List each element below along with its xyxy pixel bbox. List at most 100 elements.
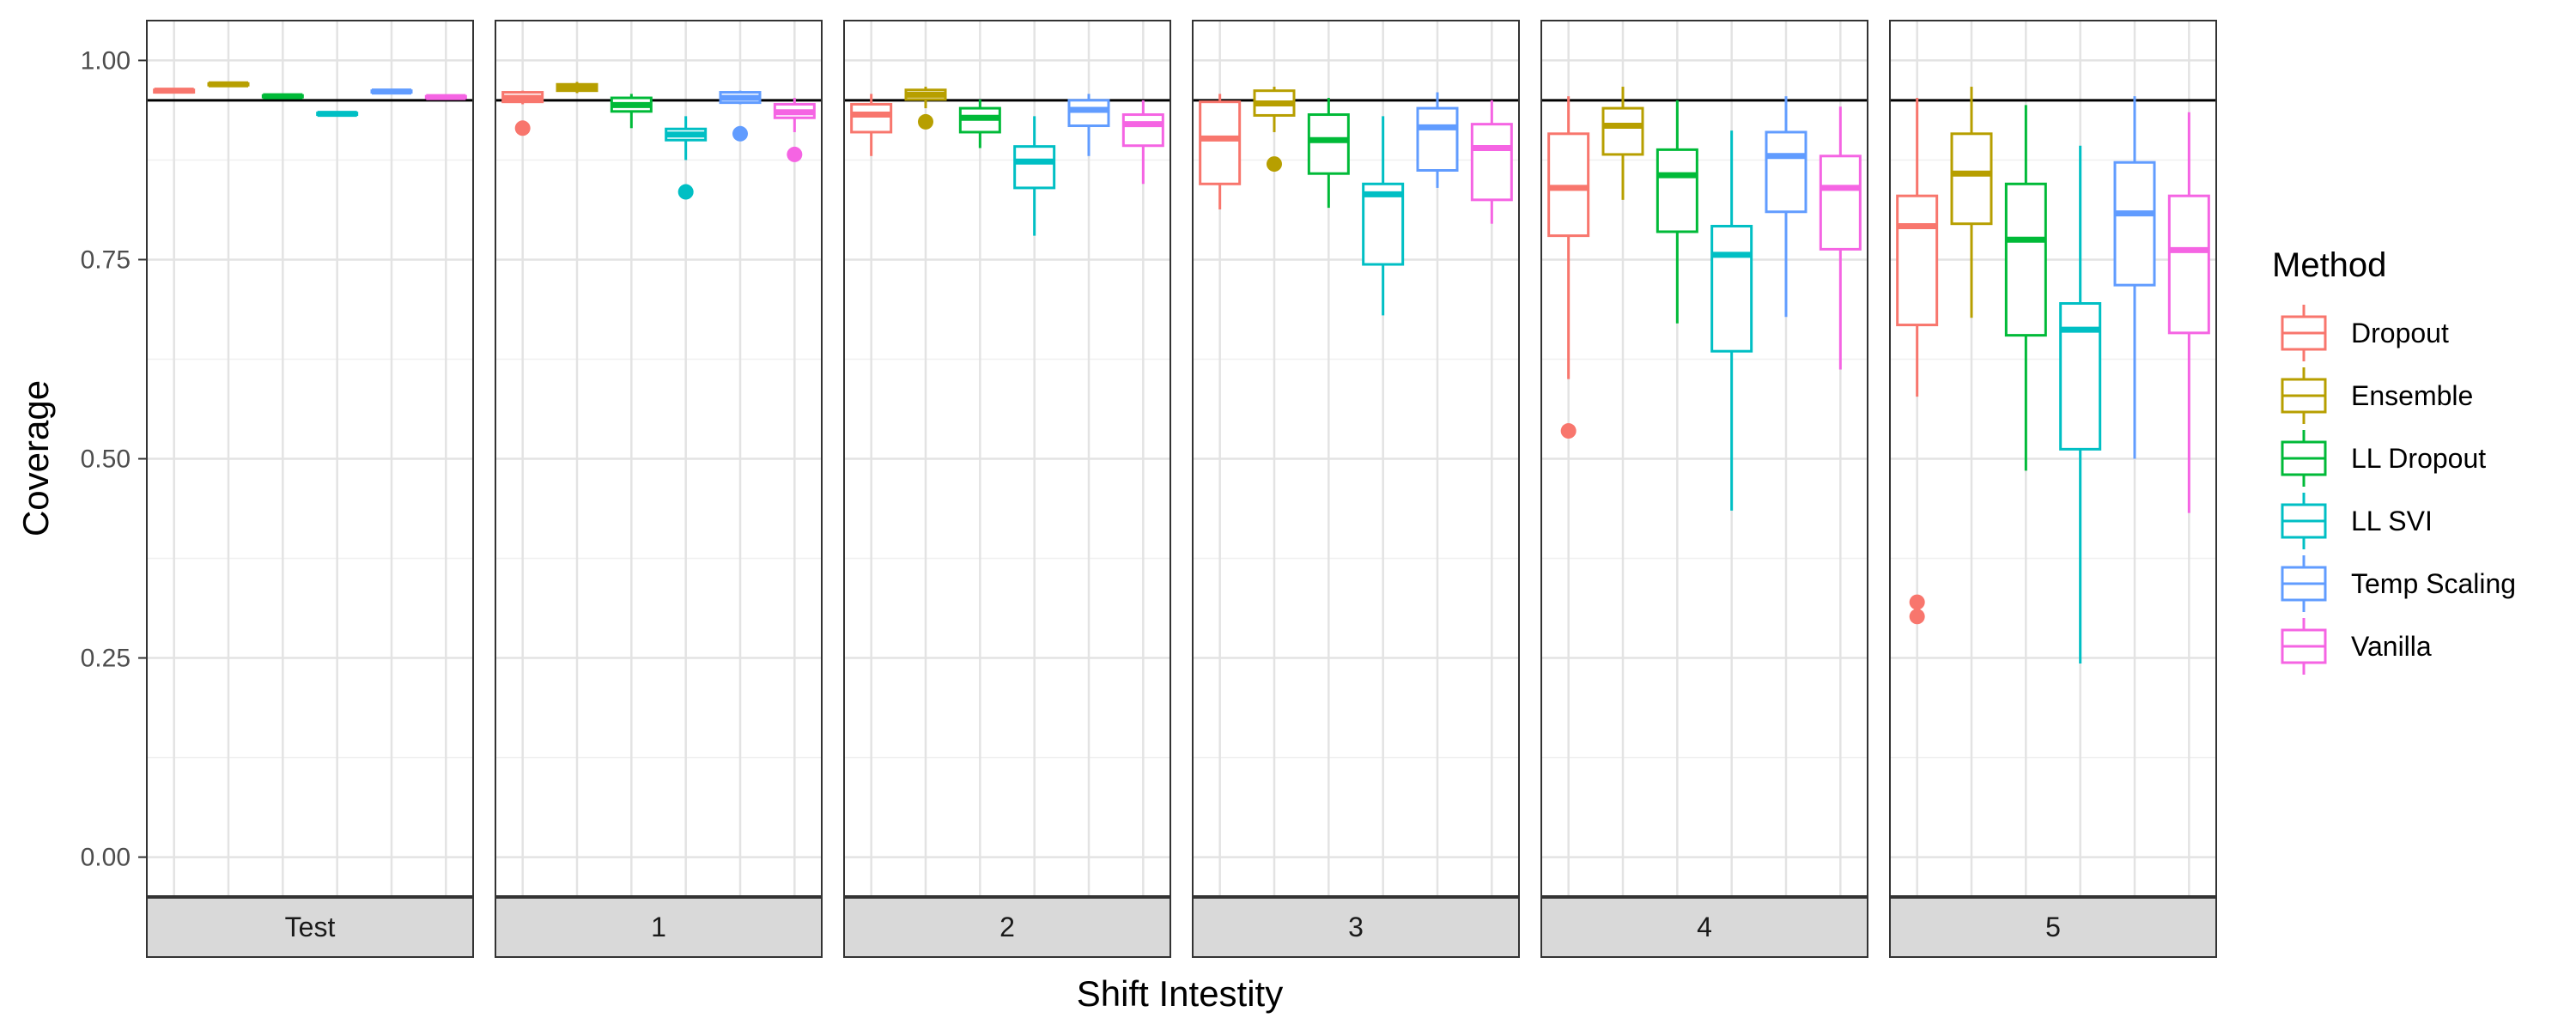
box-ll-svi xyxy=(665,116,708,200)
box-body xyxy=(1601,106,1644,156)
box-body xyxy=(2113,161,2156,287)
box-temp-scaling xyxy=(370,88,413,95)
box-temp-scaling xyxy=(1416,92,1459,188)
legend-item-ll-svi: LL SVI xyxy=(2281,493,2433,549)
facet-panel-1: 1 xyxy=(495,20,823,958)
facet-panels: Test 1 2 3 4 5 xyxy=(146,20,2217,958)
facet-panel-2: 2 xyxy=(843,20,1171,958)
box-ll-dropout xyxy=(2004,105,2047,471)
facet-label: 4 xyxy=(1697,912,1712,942)
outlier-point xyxy=(514,120,531,136)
legend-label: Vanilla xyxy=(2351,631,2432,662)
box-ensemble xyxy=(1253,87,1296,173)
box-body xyxy=(2004,182,2047,337)
legend-item-vanilla: Vanilla xyxy=(2281,618,2432,675)
legend: Method Dropout Ensemble LL Dropout LL SVI Te… xyxy=(2272,246,2516,675)
outlier-point xyxy=(1267,156,1282,173)
box-ensemble xyxy=(207,81,250,88)
y-tick-label: 1.00 xyxy=(81,46,131,75)
box-body xyxy=(1656,148,1698,233)
legend-label: Ensemble xyxy=(2351,380,2473,411)
facet-panel-5: 5 xyxy=(1889,20,2217,958)
outlier-point xyxy=(1560,423,1577,439)
box-body xyxy=(1307,113,1350,175)
legend-label: Dropout xyxy=(2351,318,2449,348)
box-body xyxy=(2167,194,2210,335)
box-body xyxy=(1710,224,1753,353)
box-vanilla xyxy=(424,94,467,100)
box-vanilla xyxy=(773,98,816,162)
outlier-point xyxy=(787,146,803,162)
box-ensemble xyxy=(904,87,947,130)
box-body xyxy=(1199,100,1242,185)
box-body xyxy=(1547,132,1590,238)
box-dropout xyxy=(850,94,893,156)
y-axis: 0.00 0.25 0.50 0.75 1.00 xyxy=(81,46,147,872)
box-ensemble xyxy=(556,82,598,94)
legend-label: Temp Scaling xyxy=(2351,568,2516,599)
legend-item-temp-scaling: Temp Scaling xyxy=(2281,555,2516,612)
facet-label: Test xyxy=(285,912,336,942)
box-dropout xyxy=(1547,96,1590,439)
outlier-point xyxy=(1909,609,1925,625)
box-dropout xyxy=(1896,98,1939,625)
facet-panel-4: 4 xyxy=(1540,20,1868,958)
facet-panel-3: 3 xyxy=(1192,20,1520,958)
legend-item-ll-dropout: LL Dropout xyxy=(2281,430,2486,487)
box-vanilla xyxy=(1819,106,1862,370)
box-body xyxy=(1013,145,1056,190)
box-ll-dropout xyxy=(261,93,304,100)
box-ll-svi xyxy=(1362,116,1405,316)
box-vanilla xyxy=(1470,100,1513,224)
box-ll-dropout xyxy=(1307,98,1350,209)
facet-panel-test: Test xyxy=(146,20,474,958)
box-body xyxy=(1416,106,1459,172)
facet-label: 3 xyxy=(1348,912,1364,942)
box-body xyxy=(850,102,893,134)
box-ll-svi xyxy=(2059,145,2102,664)
box-ll-svi xyxy=(1710,130,1753,511)
box-dropout xyxy=(501,90,544,136)
box-temp-scaling xyxy=(2113,96,2156,459)
y-axis-title: Coverage xyxy=(15,380,56,536)
box-body xyxy=(1950,132,1993,226)
facet-strip xyxy=(495,896,823,958)
box-dropout xyxy=(153,88,196,94)
legend-item-dropout: Dropout xyxy=(2281,305,2449,361)
box-ll-dropout xyxy=(1656,100,1698,324)
box-ll-dropout xyxy=(958,99,1001,148)
box-ll-svi xyxy=(316,111,359,118)
box-body xyxy=(1470,123,1513,202)
y-tick-label: 0.00 xyxy=(81,844,131,872)
box-body xyxy=(1121,113,1164,148)
box-temp-scaling xyxy=(719,90,762,142)
y-tick-label: 0.75 xyxy=(81,245,131,274)
legend-label: LL Dropout xyxy=(2351,443,2486,474)
box-body xyxy=(1362,182,1405,266)
box-ll-svi xyxy=(1013,116,1056,236)
outlier-point xyxy=(918,113,933,130)
box-body xyxy=(1819,154,1862,251)
outlier-point xyxy=(677,184,694,200)
facet-label: 2 xyxy=(999,912,1015,942)
box-body xyxy=(1896,194,1939,327)
box-dropout xyxy=(1199,94,1242,209)
outlier-point xyxy=(1909,594,1925,610)
y-tick-label: 0.25 xyxy=(81,645,131,673)
box-body xyxy=(1067,99,1110,128)
outlier-point xyxy=(732,125,748,142)
facet-strip xyxy=(1889,896,2217,958)
facet-label: 5 xyxy=(2045,912,2061,942)
legend-label: LL SVI xyxy=(2351,506,2433,536)
box-temp-scaling xyxy=(1067,94,1110,156)
facet-strip xyxy=(146,896,474,958)
box-ensemble xyxy=(1601,87,1644,200)
box-vanilla xyxy=(1121,100,1164,185)
box-vanilla xyxy=(2167,112,2210,513)
box-ll-dropout xyxy=(610,94,653,129)
box-temp-scaling xyxy=(1765,96,1807,318)
legend-title: Method xyxy=(2272,246,2386,284)
y-tick-label: 0.50 xyxy=(81,445,131,474)
box-ensemble xyxy=(1950,87,1993,318)
facet-label: 1 xyxy=(651,912,666,942)
